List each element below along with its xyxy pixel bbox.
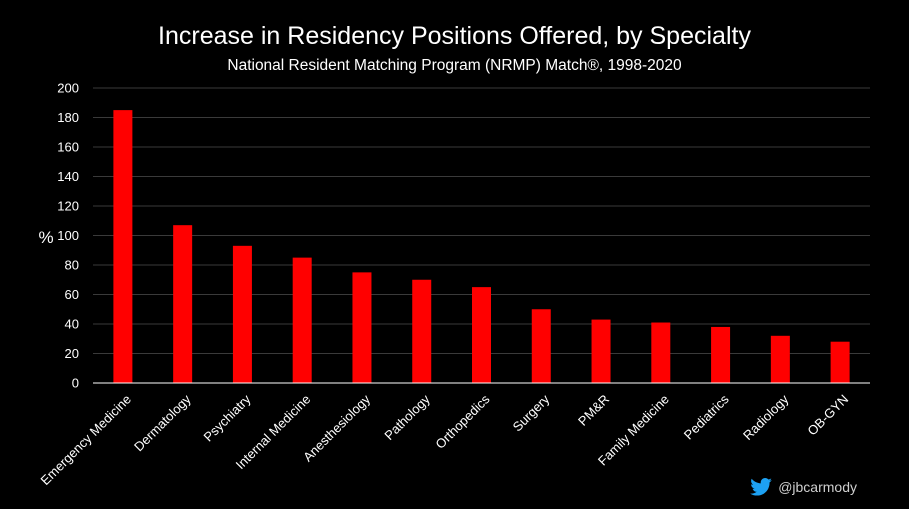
- bar: [711, 326, 731, 383]
- chart-title: Increase in Residency Positions Offered,…: [158, 22, 751, 50]
- y-tick-label: 120: [57, 199, 79, 214]
- bar: [591, 319, 611, 383]
- x-tick-label: Pediatrics: [681, 391, 732, 442]
- x-tick-label: Dermatology: [131, 391, 194, 454]
- bar: [173, 225, 193, 383]
- twitter-bird-icon: [750, 478, 773, 496]
- bar: [352, 272, 372, 383]
- x-tick-label: Radiology: [740, 391, 792, 443]
- credit-handle: @jbcarmody: [778, 479, 857, 495]
- y-axis-label: %: [38, 228, 53, 247]
- y-tick-label: 20: [65, 346, 79, 361]
- y-tick-label: 100: [57, 228, 79, 243]
- bars: [113, 110, 850, 383]
- y-tick-label: 160: [57, 140, 79, 155]
- bar: [412, 279, 432, 383]
- x-tick-label: Psychiatry: [201, 391, 254, 444]
- y-tick-label: 140: [57, 169, 79, 184]
- bar: [830, 341, 850, 383]
- bar: [651, 322, 671, 383]
- bar: [770, 335, 790, 383]
- y-tick-labels: 0 20 40 60 80 100 120 140 160 180 200: [57, 81, 79, 391]
- y-tick-label: 80: [65, 258, 79, 273]
- y-tick-label: 0: [72, 376, 79, 391]
- bar: [531, 309, 551, 383]
- bar: [232, 245, 252, 383]
- x-tick-label: Pathology: [381, 391, 433, 443]
- x-tick-label: PM&R: [575, 392, 612, 429]
- credit: @jbcarmody: [750, 478, 857, 496]
- y-tick-label: 40: [65, 317, 79, 332]
- x-tick-label: Orthopedics: [432, 391, 493, 452]
- y-tick-label: 180: [57, 110, 79, 125]
- chart-subtitle: National Resident Matching Program (NRMP…: [227, 57, 682, 74]
- bar: [113, 110, 133, 383]
- x-tick-label: Surgery: [510, 391, 553, 434]
- y-tick-label: 60: [65, 287, 79, 302]
- x-tick-label: Emergency Medicine: [38, 392, 134, 488]
- x-tick-label: OB-GYN: [804, 392, 851, 439]
- bar: [472, 287, 491, 383]
- bar: [292, 257, 312, 383]
- y-tick-label: 200: [57, 81, 79, 96]
